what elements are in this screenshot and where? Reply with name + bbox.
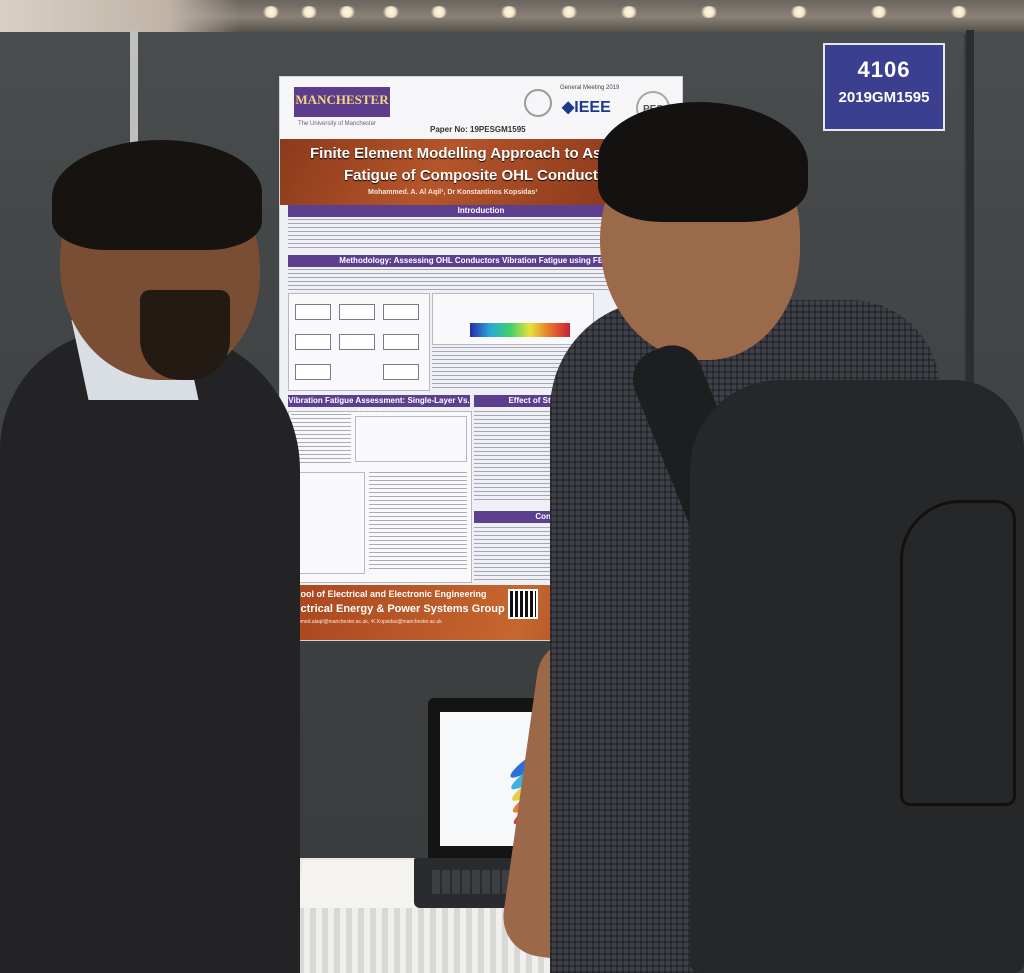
flowchart bbox=[288, 293, 430, 391]
footer-group: Electrical Energy & Power Systems Group bbox=[284, 603, 505, 615]
university-subtitle: The University of Manchester bbox=[298, 121, 377, 127]
paper-number: Paper No: 19PESGM1595 bbox=[430, 125, 526, 134]
ceiling-lights bbox=[0, 0, 1024, 34]
conductor-diagram bbox=[432, 293, 594, 345]
poster-title-line2: Fatigue of Composite OHL Conductor bbox=[344, 167, 613, 184]
university-logo: MANCHESTER bbox=[294, 87, 390, 117]
poster-title: Finite Element Modelling Approach to As … bbox=[310, 143, 680, 187]
booth-code: 2019GM1595 bbox=[838, 89, 930, 106]
stress-gradient bbox=[470, 323, 570, 337]
section-vibration: Vibration Fatigue Assessment: Single-Lay… bbox=[288, 395, 470, 417]
booth-number: 4106 bbox=[857, 57, 911, 82]
methodology-text bbox=[288, 269, 674, 291]
person-left-hair bbox=[52, 140, 262, 250]
person-left-beard bbox=[140, 290, 230, 380]
poster-title-line1: Finite Element Modelling Approach to As bbox=[310, 145, 602, 162]
person-right-hair bbox=[598, 102, 808, 222]
footer-school: School of Electrical and Electronic Engi… bbox=[284, 589, 487, 599]
meeting-label: General Meeting 2019 bbox=[560, 85, 620, 91]
paper-sheet bbox=[297, 860, 431, 908]
vibration-panel bbox=[288, 411, 472, 583]
booth-number-tag: 4106 2019GM1595 bbox=[823, 43, 945, 131]
section-methodology: Methodology: Assessing OHL Conductors Vi… bbox=[288, 255, 674, 267]
qr-code-icon bbox=[508, 589, 538, 619]
section-introduction: Introduction bbox=[288, 205, 674, 217]
person-left-suit bbox=[0, 330, 300, 973]
backpack-zipper bbox=[900, 500, 1016, 806]
ieee-logo: ◆IEEE bbox=[562, 99, 611, 116]
footer-email: mohammed.alaqil@manchester.ac.uk, ¹K.Kop… bbox=[284, 619, 442, 625]
poster-authors: Mohammed. A. Al Aqil¹, Dr Konstantinos K… bbox=[368, 189, 538, 196]
stranding-text bbox=[474, 411, 554, 501]
backpack bbox=[690, 380, 1024, 973]
seal-icon bbox=[524, 89, 552, 117]
